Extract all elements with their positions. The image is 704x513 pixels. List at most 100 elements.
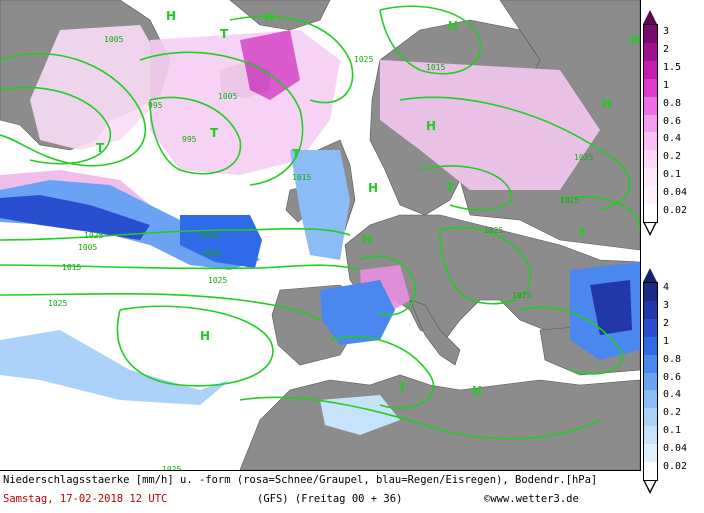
legend-color-segment bbox=[644, 462, 657, 481]
rain-legend-bar bbox=[643, 282, 658, 481]
isobar-line bbox=[329, 336, 435, 409]
legend-label: 2 bbox=[663, 317, 670, 329]
isobar-line bbox=[559, 196, 640, 231]
pressure-center: H bbox=[264, 11, 274, 25]
isobar-label: 995 bbox=[148, 101, 163, 110]
rain-legend-bottom-arrow-fill bbox=[645, 481, 655, 491]
isobar-label: 1005 bbox=[78, 243, 97, 252]
isobars bbox=[0, 5, 640, 440]
isobar-label: 1015 bbox=[200, 231, 219, 240]
isobar-label: 1025 bbox=[484, 226, 503, 235]
legend-label: 3 bbox=[663, 299, 670, 311]
rain-area-iberia bbox=[320, 280, 395, 345]
pressure-center: H bbox=[368, 181, 378, 195]
isobar-line bbox=[116, 305, 274, 387]
isobar-label: 1025 bbox=[354, 55, 373, 64]
pressure-center: T bbox=[96, 141, 105, 155]
isobar-label: 1015 bbox=[62, 263, 81, 272]
legend-color-segment bbox=[644, 390, 657, 409]
isobar-line bbox=[399, 96, 631, 211]
legend-label: 1.5 bbox=[663, 61, 682, 73]
legend-label: 0.04 bbox=[663, 187, 688, 199]
legend-label: 0.2 bbox=[663, 407, 682, 419]
isobar-line bbox=[0, 227, 351, 241]
legend-color-segment bbox=[644, 42, 657, 62]
isobar-line bbox=[0, 292, 321, 321]
africa-land bbox=[239, 374, 640, 470]
legend-label: 0.2 bbox=[663, 151, 682, 163]
pressure-center: T bbox=[446, 181, 455, 195]
legend-color-segment bbox=[644, 168, 657, 187]
legend-color-segment bbox=[644, 336, 657, 356]
snow-legend-bottom-arrow-fill bbox=[645, 223, 655, 233]
legend-color-segment bbox=[644, 96, 657, 116]
isobar-line bbox=[359, 255, 416, 316]
pressure-center: H bbox=[426, 119, 436, 133]
rain-legend-top-arrow bbox=[643, 268, 657, 282]
legend-label: 0.1 bbox=[663, 169, 682, 181]
legend-color-segment bbox=[644, 318, 657, 338]
isobar-label: 1015 bbox=[426, 63, 445, 72]
isobar-line bbox=[149, 96, 242, 175]
forecast-date: Samstag, 17-02-2018 12 UTC bbox=[3, 493, 168, 505]
source-credit[interactable]: ©www.wetter3.de bbox=[484, 493, 579, 505]
legend-label: 0.6 bbox=[663, 371, 682, 383]
isobar-label: 1025 bbox=[560, 196, 579, 205]
isobar-line bbox=[419, 165, 513, 211]
pressure-center: H bbox=[448, 19, 458, 33]
pressure-center: H bbox=[166, 9, 176, 23]
legend-label: 0.1 bbox=[663, 425, 682, 437]
legend-label: 2 bbox=[663, 43, 670, 55]
isobar-line bbox=[439, 226, 532, 305]
legend-color-segment bbox=[644, 283, 657, 302]
isobar-label: 1015 bbox=[202, 249, 221, 258]
legend-color-segment bbox=[644, 186, 657, 205]
italy-land bbox=[409, 299, 461, 366]
isobar-label: 1025 bbox=[84, 231, 103, 240]
isobar-line bbox=[139, 51, 304, 186]
pressure-center: H bbox=[200, 329, 210, 343]
pressure-center: T bbox=[292, 147, 301, 161]
legend-label: 0.8 bbox=[663, 353, 682, 365]
isobar-line bbox=[379, 5, 482, 75]
legend-color-segment bbox=[644, 150, 657, 169]
pressure-center: H bbox=[362, 233, 372, 247]
legend-label: 0.6 bbox=[663, 115, 682, 127]
snow-legend-top-arrow bbox=[643, 10, 657, 24]
snow-area-scandinavia bbox=[380, 60, 600, 190]
legend-label: 1 bbox=[663, 335, 670, 347]
isobar-label: 1015 bbox=[292, 173, 311, 182]
isobar-label: 1025 bbox=[512, 291, 531, 300]
legend-color-segment bbox=[644, 78, 657, 98]
legend-color-segment bbox=[644, 408, 657, 427]
isobar-labels: 1005 995 995 1005 1025 1015 1015 1025 10… bbox=[48, 35, 593, 470]
isobar-label: 995 bbox=[182, 135, 197, 144]
legend-label: 0.02 bbox=[663, 461, 688, 473]
legend-color-segment bbox=[644, 114, 657, 133]
pressure-centers: H H H T T T T H H H T H H T H H T bbox=[96, 9, 640, 398]
snow-legend-bar bbox=[643, 24, 658, 223]
rain-area-biscay bbox=[290, 150, 350, 260]
legend-color-segment bbox=[644, 132, 657, 151]
map-caption: Niederschlagsstaerke [mm/h] u. -form (ro… bbox=[3, 474, 598, 486]
isobar-label: 1005 bbox=[104, 35, 123, 44]
isobar-label: 1025 bbox=[208, 276, 227, 285]
isobar-line bbox=[0, 52, 147, 167]
precipitation-map: 1005 995 995 1005 1025 1015 1015 1025 10… bbox=[0, 0, 641, 471]
rain-area-core bbox=[0, 195, 150, 240]
pressure-center: H bbox=[602, 97, 612, 111]
pressure-center: H bbox=[472, 384, 482, 398]
legend-label: 1 bbox=[663, 79, 670, 91]
legend-label: 3 bbox=[663, 26, 670, 37]
pressure-center: T bbox=[210, 126, 219, 140]
pressure-center: H bbox=[630, 33, 640, 47]
rain-legend: 4 3 2 1 0.8 0.6 0.4 0.2 0.1 0.04 0.02 bbox=[641, 260, 704, 500]
legend-label: 0.4 bbox=[663, 133, 682, 145]
isobar-line bbox=[239, 396, 601, 440]
rain-area-mid-atlantic bbox=[180, 215, 262, 268]
legend-label: 0.02 bbox=[663, 205, 688, 217]
rain-area-eastmed-core bbox=[590, 280, 632, 335]
rain-area-south-atlantic bbox=[0, 330, 230, 405]
isobar-line bbox=[519, 306, 623, 375]
